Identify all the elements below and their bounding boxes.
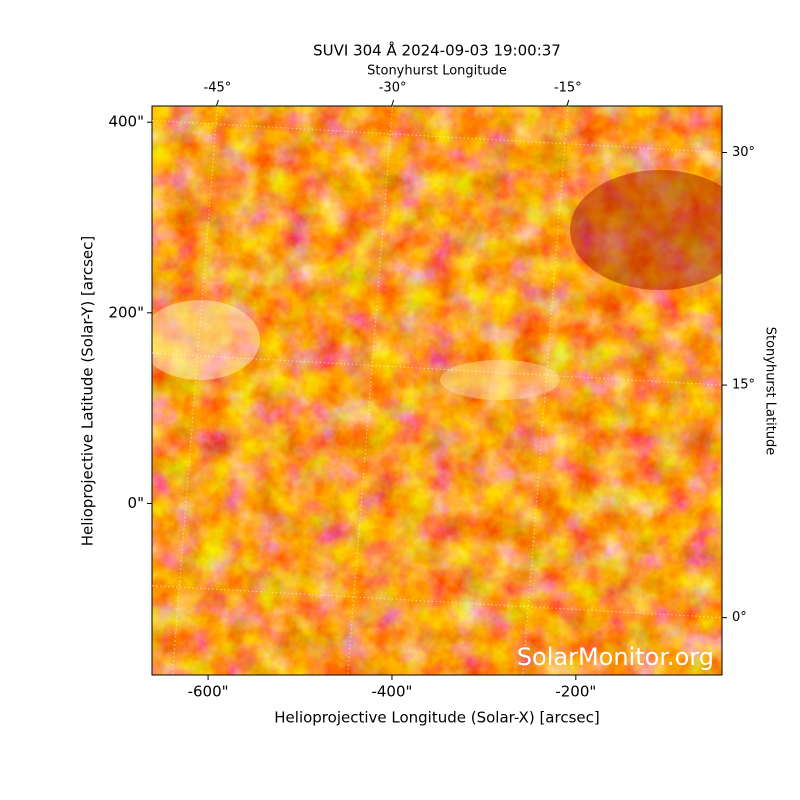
x2-tick [391, 99, 395, 107]
x-tick-label: -200" [555, 683, 596, 701]
y-tick-label: 0" [128, 494, 144, 512]
grid-line [522, 106, 569, 675]
x2-axis-label: Stonyhurst Longitude [367, 64, 507, 79]
solar-image [152, 106, 722, 675]
y-tick-label: 400" [108, 113, 144, 131]
y2-tick-label: 30° [732, 145, 755, 160]
plot-frame [151, 105, 723, 676]
y2-tick-label: 15° [732, 378, 755, 393]
grid-line [152, 120, 722, 154]
x2-tick-label: -45° [204, 81, 232, 96]
chart-title: SUVI 304 Å 2024-09-03 19:00:37 [313, 41, 561, 60]
y2-tick-label: 0° [732, 610, 747, 625]
x2-tick-label: -15° [554, 81, 582, 96]
x2-tick [566, 99, 570, 107]
grid-line [152, 585, 722, 619]
x2-tick-label: -30° [379, 81, 407, 96]
x2-tick [215, 99, 219, 107]
grid-line [347, 106, 394, 675]
y2-axis-label: Stonyhurst Latitude [763, 327, 778, 456]
grid-line [171, 106, 218, 675]
x-axis-label: Helioprojective Longitude (Solar-X) [arc… [274, 709, 599, 727]
x-tick-label: -600" [188, 683, 229, 701]
y-tick-label: 200" [108, 303, 144, 321]
x-tick-label: -400" [371, 683, 412, 701]
grid-line [152, 352, 722, 386]
watermark: SolarMonitor.org [517, 643, 714, 671]
y-axis-label: Helioprojective Latitude (Solar-Y) [arcs… [79, 236, 97, 546]
